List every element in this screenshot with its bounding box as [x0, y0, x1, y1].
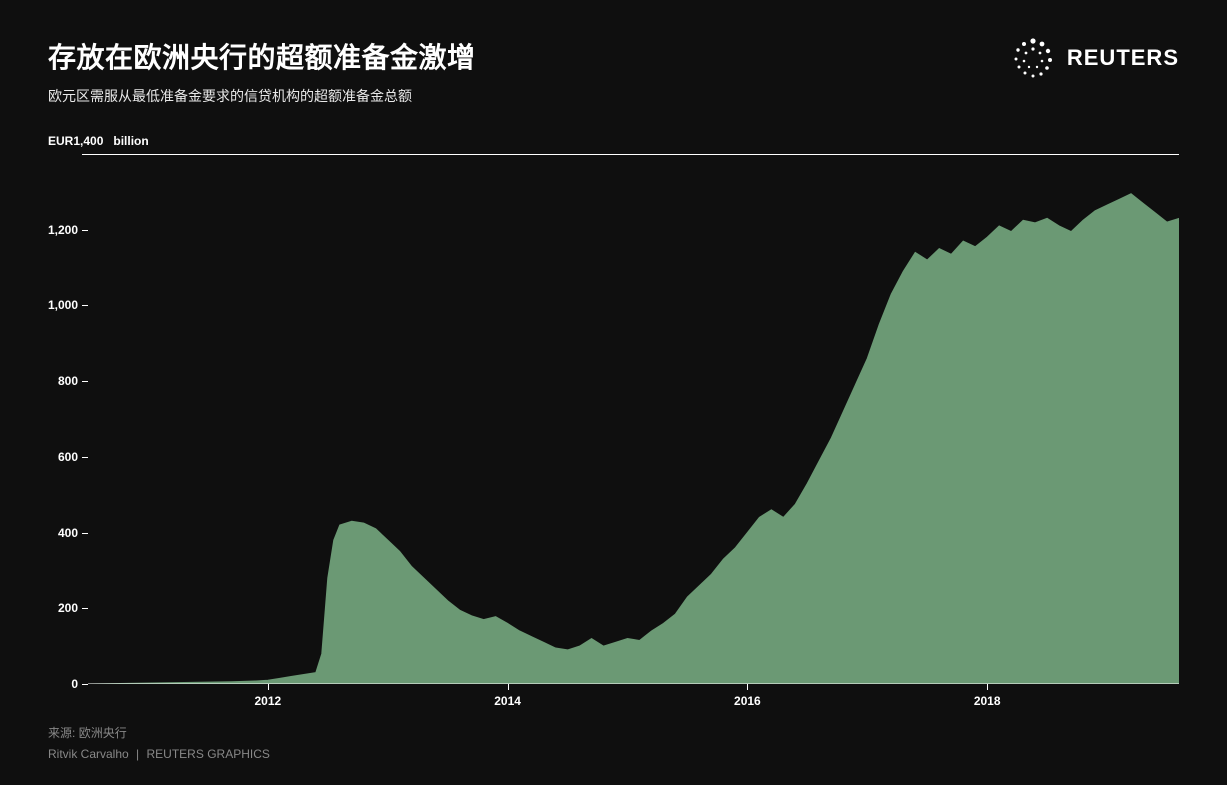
- y-tick: [82, 684, 88, 685]
- brand-logo: REUTERS: [1011, 36, 1179, 80]
- x-tick-label: 2014: [494, 694, 521, 708]
- byline: Ritvik Carvalho | REUTERS GRAPHICS: [48, 747, 270, 761]
- y-axis-unit: EUR1,400 billion: [48, 134, 149, 148]
- y-top-value: 1,400: [73, 134, 103, 148]
- y-tick: [82, 457, 88, 458]
- y-tick-label: 800: [34, 374, 78, 388]
- source-value: 欧洲央行: [79, 726, 127, 740]
- y-tick-label: 200: [34, 601, 78, 615]
- y-unit-suffix: billion: [113, 134, 148, 148]
- area-series: [88, 194, 1179, 684]
- y-unit-prefix: EUR: [48, 134, 73, 148]
- x-tick-label: 2016: [734, 694, 761, 708]
- x-tick-label: 2012: [254, 694, 281, 708]
- chart-area: EUR1,400 billion 02004006008001,0001,200…: [48, 134, 1179, 724]
- y-tick: [82, 381, 88, 382]
- x-tick: [508, 684, 509, 690]
- source-label: 来源:: [48, 726, 75, 740]
- y-tick-label: 0: [34, 677, 78, 691]
- chart-subtitle: 欧元区需服从最低准备金要求的信贷机构的超额准备金总额: [48, 86, 1011, 106]
- source-line: 来源: 欧洲央行: [48, 724, 270, 741]
- x-tick: [747, 684, 748, 690]
- y-tick-label: 600: [34, 450, 78, 464]
- chart-footer: 来源: 欧洲央行 Ritvik Carvalho | REUTERS GRAPH…: [48, 724, 270, 761]
- y-tick: [82, 230, 88, 231]
- y-tick-label: 1,200: [34, 223, 78, 237]
- byline-sep: |: [136, 747, 139, 761]
- title-block: 存放在欧洲央行的超额准备金激增 欧元区需服从最低准备金要求的信贷机构的超额准备金…: [48, 36, 1011, 106]
- y-tick-label: 400: [34, 526, 78, 540]
- y-tick: [82, 533, 88, 534]
- axis-top-line: [88, 154, 1179, 155]
- byline-author: Ritvik Carvalho: [48, 747, 129, 761]
- x-tick-label: 2018: [974, 694, 1001, 708]
- y-tick: [82, 154, 88, 155]
- brand-name: REUTERS: [1067, 45, 1179, 71]
- byline-org: REUTERS GRAPHICS: [147, 747, 270, 761]
- header-row: 存放在欧洲央行的超额准备金激增 欧元区需服从最低准备金要求的信贷机构的超额准备金…: [48, 36, 1179, 106]
- area-chart-svg: [88, 154, 1179, 684]
- plot-area: 02004006008001,0001,2002012201420162018: [88, 154, 1179, 684]
- x-tick: [268, 684, 269, 690]
- reuters-logo-icon: [1011, 36, 1055, 80]
- y-tick-label: 1,000: [34, 298, 78, 312]
- chart-container: 存放在欧洲央行的超额准备金激增 欧元区需服从最低准备金要求的信贷机构的超额准备金…: [0, 0, 1227, 785]
- y-tick: [82, 305, 88, 306]
- chart-title: 存放在欧洲央行的超额准备金激增: [48, 36, 1011, 76]
- y-tick: [82, 608, 88, 609]
- x-tick: [987, 684, 988, 690]
